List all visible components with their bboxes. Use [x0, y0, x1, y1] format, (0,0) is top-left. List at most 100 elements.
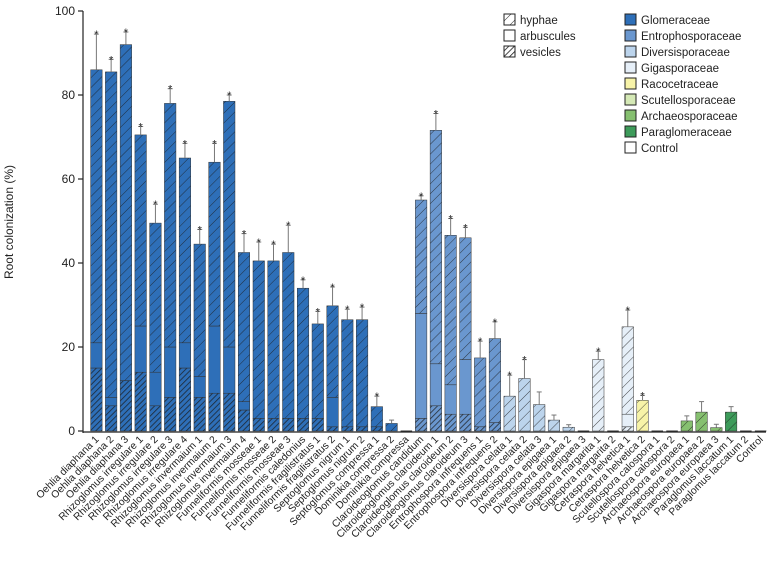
bar-segment-hyphae-hatch: [385, 423, 398, 431]
y-tick-label: 80: [62, 88, 76, 102]
bar-segment-arbuscules: [223, 346, 236, 394]
bar-segment-arbuscules: [444, 384, 457, 415]
y-tick-label: 40: [62, 256, 76, 270]
bar-segment-arbuscules: [90, 342, 103, 369]
bar-segment-hyphae-hatch: [356, 319, 368, 427]
bar-segment-hyphae-hatch: [459, 237, 472, 360]
bar-segment-vesicles-hatch: [179, 368, 191, 431]
bar-segment-arbuscules: [237, 401, 250, 411]
bar-segment-hyphae-hatch: [503, 396, 516, 431]
legend-label-arbuscules: arbuscules: [520, 31, 576, 43]
significance-star: *: [316, 306, 321, 318]
legend-label-family: Paraglomeraceae: [641, 127, 732, 139]
bar-segment-vesicles-hatch: [208, 393, 221, 431]
bar-segment-hyphae-hatch: [297, 288, 309, 419]
legend-label-family: Archaeosporaceae: [641, 111, 738, 123]
legend-label-family: Racocetraceae: [641, 79, 718, 91]
bar-segment-vesicles-hatch: [105, 405, 117, 431]
legend-swatch-family: [624, 45, 637, 58]
significance-star: *: [139, 122, 144, 134]
bar-segment-hyphae-hatch: [282, 252, 295, 419]
significance-star: *: [286, 220, 291, 232]
bar-segment-hyphae-hatch: [371, 406, 383, 427]
bar-segment-hyphae-hatch: [223, 101, 235, 347]
legend-label-family: Control: [641, 143, 678, 155]
significance-star: *: [227, 90, 232, 102]
legend-label-family: Diversisporaceae: [641, 47, 730, 59]
bar-segment-hyphae-hatch: [474, 357, 486, 427]
bar-segment-arbuscules: [193, 376, 206, 398]
bar-segment-arbuscules: [134, 325, 147, 373]
legend-swatch-family: [624, 109, 637, 122]
bar-segment-vesicles-hatch: [120, 380, 132, 431]
significance-star: *: [330, 282, 335, 294]
significance-star: *: [168, 84, 173, 96]
legend-label-hyphae: hyphae: [520, 15, 558, 27]
legend-swatch-family: [624, 29, 637, 42]
bar-segment-hyphae-hatch: [710, 427, 723, 431]
bar-segment-vesicles-hatch: [297, 418, 309, 431]
bar-segment-vesicles-hatch: [326, 426, 339, 431]
bar-segment-hyphae-hatch: [179, 158, 191, 343]
bar-segment-hyphae-hatch: [326, 305, 339, 398]
bar-segment-vesicles-hatch: [474, 426, 486, 431]
significance-star: *: [375, 391, 380, 403]
bar-segment-arbuscules: [459, 359, 472, 415]
bar-segment-hyphae-hatch: [149, 223, 162, 373]
bar-segment-arbuscules: [178, 342, 191, 369]
significance-star: *: [640, 390, 645, 402]
significance-star: *: [242, 229, 247, 241]
bar-segment-hyphae-hatch: [134, 134, 147, 326]
legend-label-family: Scutellosporaceae: [641, 95, 736, 107]
significance-star: *: [626, 305, 631, 317]
bar-segment-vesicles-hatch: [371, 426, 383, 431]
bar-segment-vesicles-hatch: [149, 405, 162, 431]
bar-segment-vesicles-hatch: [444, 414, 457, 431]
bar-segment-vesicles-hatch: [134, 372, 147, 431]
y-tick-label: 0: [68, 424, 75, 438]
bar-segment-hyphae-hatch: [193, 244, 206, 377]
bar-segment-arbuscules: [326, 397, 339, 428]
bar-segment-hyphae-hatch: [681, 420, 693, 431]
legend-swatch-hyphae-hatch: [504, 14, 515, 25]
significance-star: *: [419, 191, 424, 203]
y-tick-label: 20: [62, 340, 76, 354]
bar-segment-arbuscules: [429, 363, 442, 407]
significance-star: *: [198, 224, 203, 236]
bar-segment-hyphae-hatch: [341, 319, 354, 427]
bars: [90, 44, 767, 432]
bar-segment-hyphae-hatch: [90, 69, 103, 343]
bar-segment-hyphae-hatch: [518, 378, 531, 431]
significance-star: *: [94, 29, 99, 41]
bar-segment-vesicles-hatch: [415, 418, 427, 431]
bar-segment-hyphae-hatch: [252, 260, 265, 419]
legend-label-family: Entrophosporaceae: [641, 31, 741, 43]
significance-star: *: [124, 27, 129, 39]
bar-segment-hyphae-hatch: [105, 71, 117, 398]
significance-star: *: [360, 302, 365, 314]
y-axis-label: Root colonization (%): [2, 165, 16, 279]
significance-star: *: [183, 138, 188, 150]
bar-segment-hyphae-hatch: [238, 252, 250, 402]
bar-segment-hyphae-hatch: [592, 359, 605, 431]
bar-segment-hyphae-hatch: [267, 260, 280, 419]
significance-star: *: [301, 275, 306, 287]
bar-segment-hyphae-hatch: [312, 323, 324, 419]
legend-swatch-vesicles-hatch: [504, 46, 515, 57]
legend-swatch-arbuscules: [503, 29, 516, 42]
legend: hyphae arbuscules vesicles Glomeraceae Entro…: [503, 13, 741, 155]
significance-star: *: [463, 222, 468, 234]
legend-swatch-family: [624, 77, 637, 90]
bar-segment-vesicles-hatch: [90, 368, 103, 431]
bar-segment-vesicles-hatch: [223, 393, 235, 431]
bar-segment-hyphae-hatch: [208, 162, 221, 326]
bar-segment-vesicles-hatch: [238, 410, 250, 431]
significance-star: *: [596, 346, 601, 358]
bar-segment-arbuscules: [149, 371, 162, 407]
bar-segment-hyphae-hatch: [548, 420, 560, 431]
bar-segment-hyphae-hatch: [430, 130, 442, 364]
bar-segment-vesicles-hatch: [164, 397, 176, 431]
